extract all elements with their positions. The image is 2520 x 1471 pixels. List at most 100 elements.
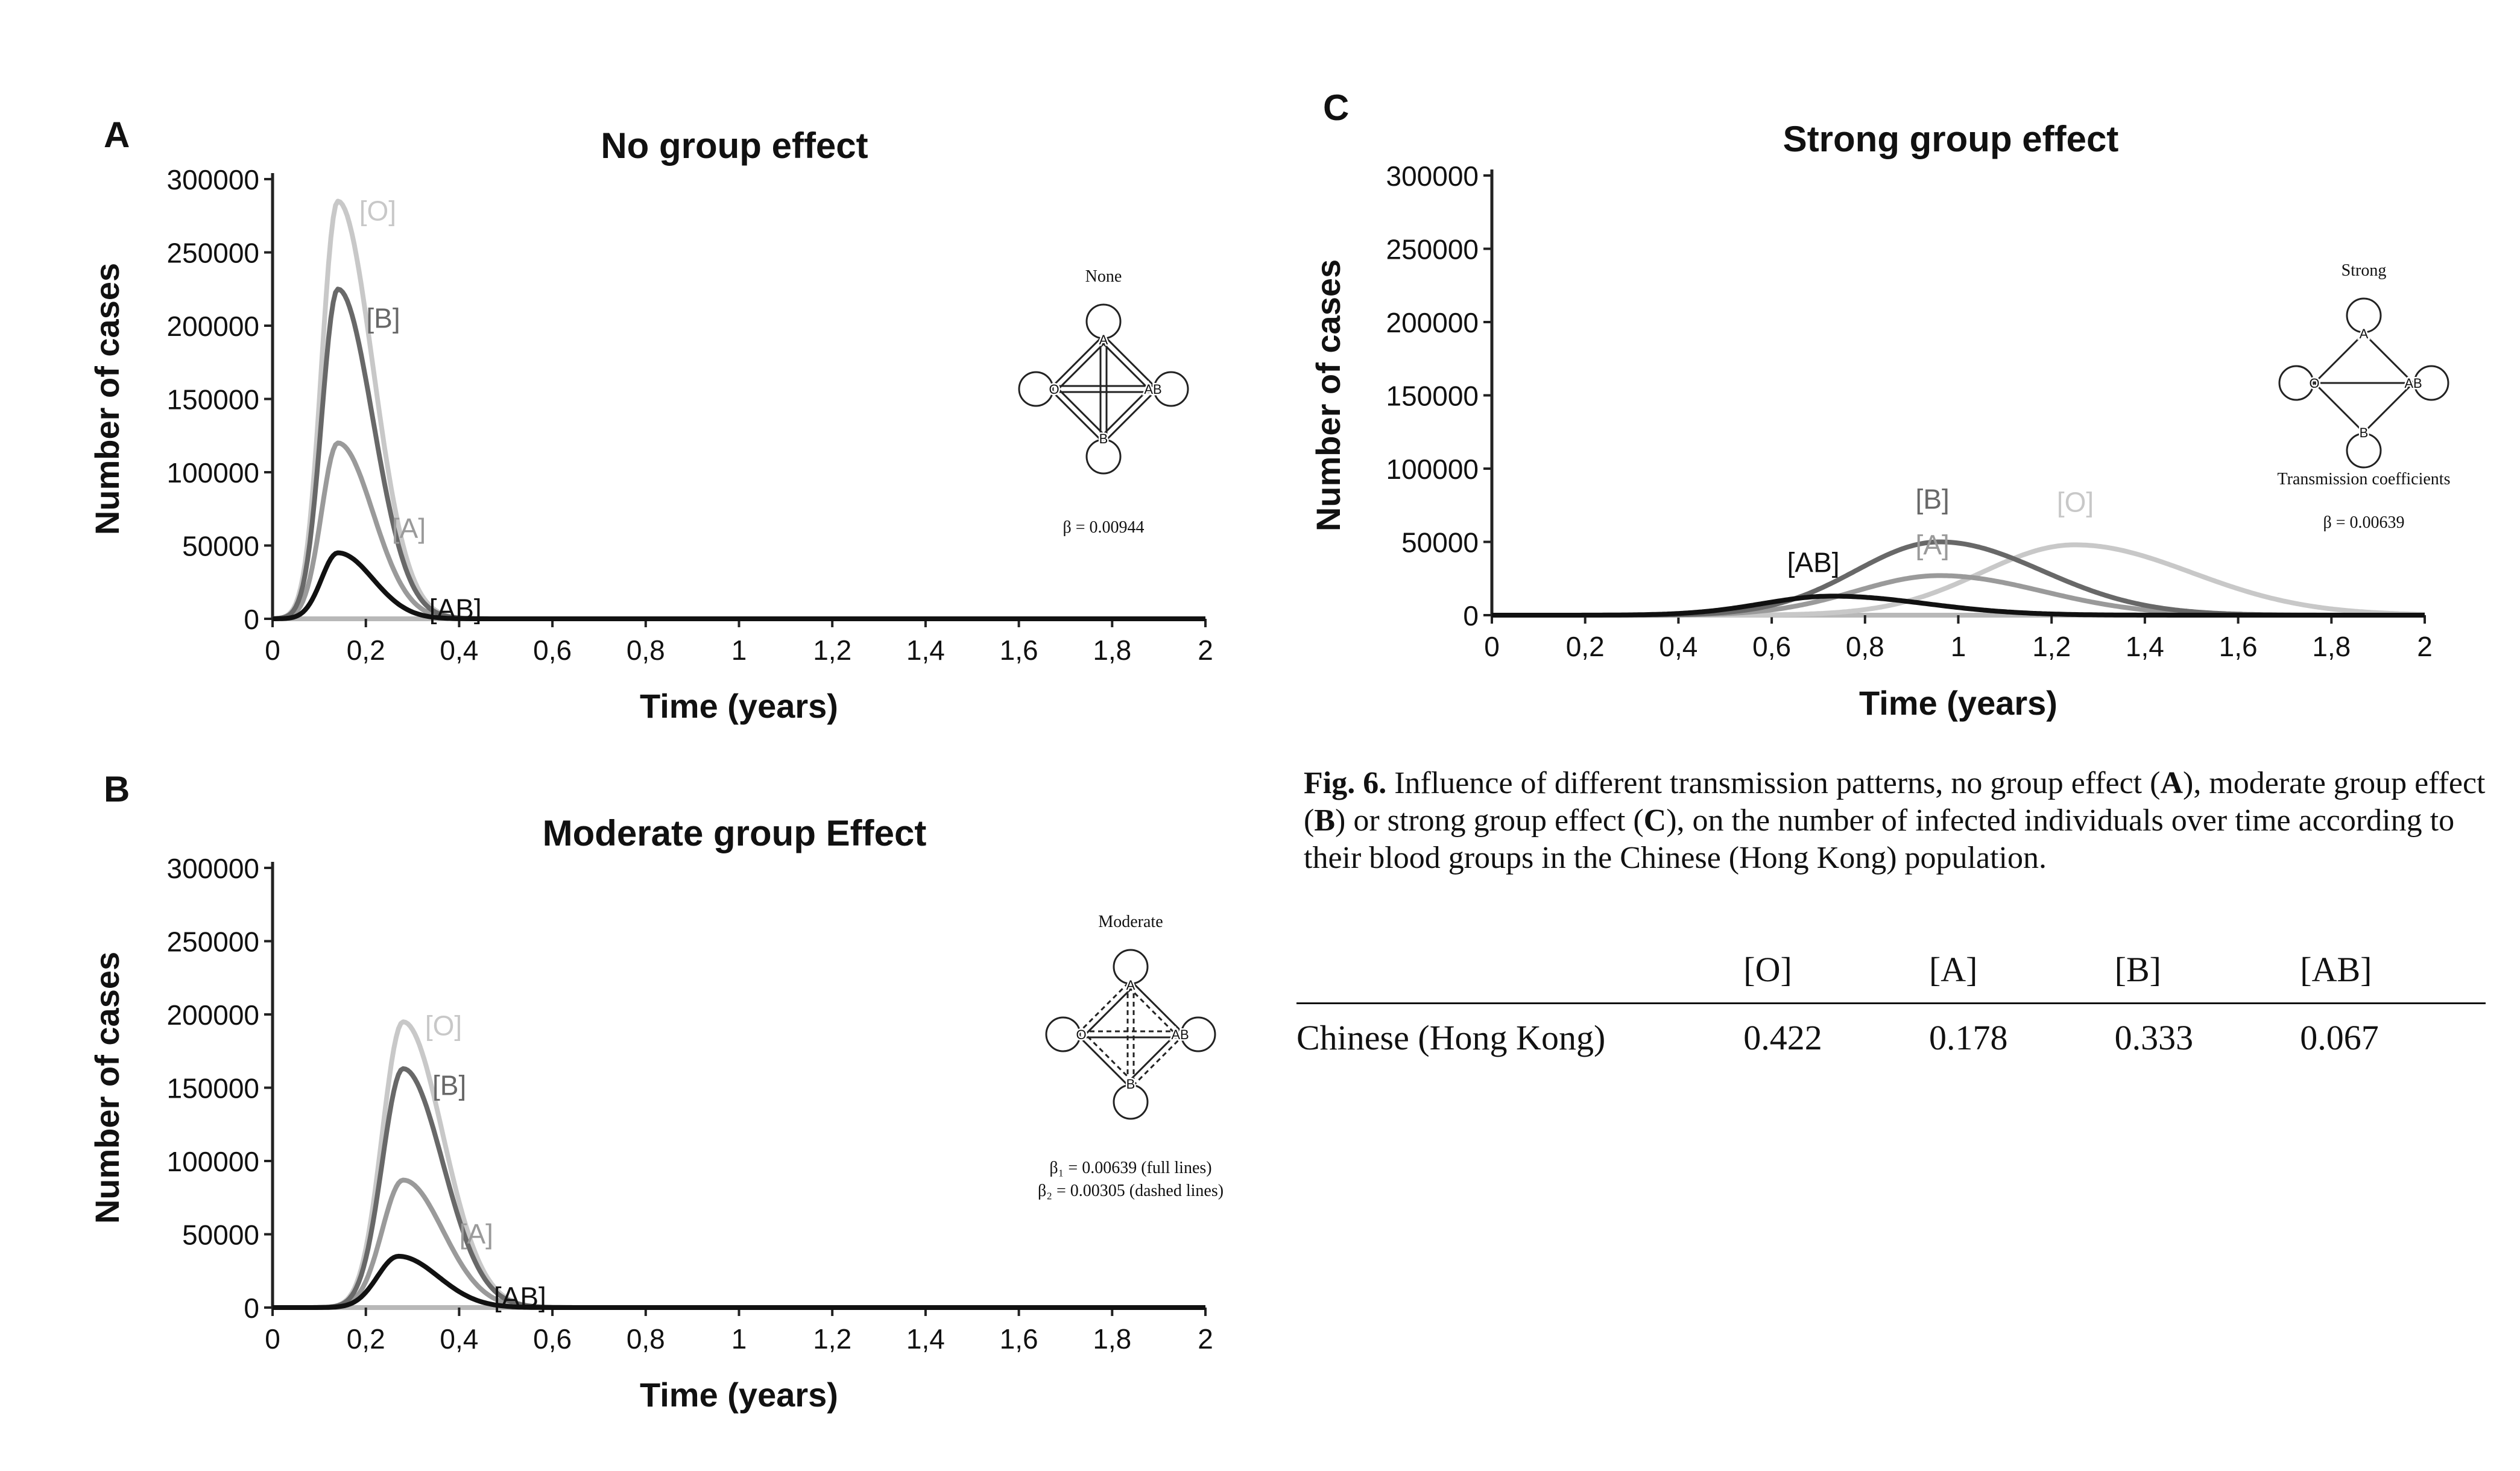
- blood-group-node: B: [1099, 431, 1108, 446]
- transmission-edge: [2313, 332, 2365, 384]
- x-tick-label: 0,8: [1846, 631, 1884, 662]
- x-tick-label: 0,8: [627, 1323, 665, 1355]
- blood-group-node: A: [2360, 326, 2369, 341]
- y-tick-label: 200000: [167, 311, 260, 342]
- y-tick-label: 150000: [1386, 381, 1479, 412]
- transmission-edge: [1082, 986, 1134, 1037]
- chart-title: Strong group effect: [1783, 119, 2119, 159]
- transmission-edge: [1132, 982, 1183, 1033]
- series-label: [AB]: [429, 593, 482, 625]
- panel-label: A: [104, 115, 130, 155]
- blood-group-node: AB: [1144, 382, 1161, 397]
- transmission-edge: [1128, 986, 1179, 1037]
- chart-panel-a: A No group effect 0 50000 100000 150000 200000…: [88, 115, 1213, 725]
- transmission-edge: [1051, 390, 1102, 441]
- y-tick-label: 150000: [167, 1073, 260, 1104]
- series-label: [O]: [425, 1010, 462, 1041]
- beta-value: β = 0.00944: [1063, 518, 1144, 537]
- transmission-edge: [1101, 386, 1152, 437]
- self-loop-circle: [1113, 1084, 1149, 1120]
- x-tick-label: 2: [1198, 1323, 1213, 1355]
- y-tick-label: 250000: [167, 926, 260, 958]
- transmission-edge: [1051, 337, 1102, 388]
- x-tick-label: 1,4: [906, 1323, 945, 1355]
- table-header-cell: [1296, 936, 1743, 1004]
- caption-text-4: ), on the number of infected individuals…: [1304, 803, 2455, 875]
- beta-value: β = 0.00639: [2323, 513, 2404, 532]
- caption-fig-label: Fig. 6.: [1304, 766, 1387, 800]
- series-line: [272, 550, 1206, 621]
- series-label: [A]: [459, 1218, 493, 1250]
- caption-text-2: ), moderate group effect (: [1304, 766, 2486, 838]
- y-tick-label: 50000: [182, 1220, 259, 1251]
- transmission-edge: [1078, 982, 1129, 1033]
- y-tick-label: 200000: [167, 999, 260, 1031]
- self-loop-circle: [2346, 432, 2382, 469]
- blood-group-node: AB: [1171, 1027, 1189, 1042]
- y-tick-label: 300000: [167, 853, 260, 884]
- x-axis-label: Time (years): [1859, 684, 2057, 722]
- self-loop-circle: [1045, 1016, 1081, 1052]
- x-tick-label: 1,4: [2126, 631, 2164, 662]
- x-tick-label: 1,2: [813, 634, 851, 666]
- blood-group-node: O: [2309, 376, 2319, 391]
- series-line: [272, 198, 1206, 621]
- transmission-edge: [2363, 332, 2414, 384]
- blood-group-node: B: [2360, 425, 2369, 440]
- y-tick-label: 100000: [1386, 454, 1479, 485]
- series-label: [A]: [1916, 529, 1950, 560]
- transmission-edge: [1105, 390, 1156, 441]
- y-axis-label: Number of cases: [88, 263, 126, 535]
- y-tick-label: 150000: [167, 384, 260, 416]
- y-tick-label: 100000: [167, 457, 260, 489]
- x-tick-label: 2: [2417, 631, 2433, 662]
- self-loop-circle: [2413, 365, 2449, 401]
- x-tick-label: 0,8: [627, 634, 665, 666]
- table-cell: 0.067: [2300, 1002, 2486, 1071]
- x-tick-label: 1: [731, 634, 747, 666]
- x-tick-label: 0,4: [440, 634, 478, 666]
- blood-group-node: A: [1099, 332, 1108, 347]
- series-label: [A]: [392, 513, 426, 544]
- x-tick-label: 1,8: [1093, 1323, 1131, 1355]
- y-tick-label: 250000: [1386, 234, 1479, 265]
- blood-group-node: B: [1126, 1077, 1135, 1092]
- series-line: [272, 1253, 1206, 1310]
- blood-group-node: A: [1126, 978, 1135, 993]
- caption-bold-b: B: [1314, 803, 1336, 838]
- panel-label: B: [104, 769, 130, 809]
- x-tick-label: 0,6: [533, 634, 572, 666]
- figure-caption: Fig. 6. Influence of different transmiss…: [1304, 765, 2486, 877]
- series-label: [AB]: [494, 1282, 546, 1313]
- x-tick-label: 1: [1951, 631, 1966, 662]
- self-loop-circle: [1085, 303, 1122, 340]
- x-tick-label: 0: [1484, 631, 1500, 662]
- x-tick-label: 0,2: [1566, 631, 1605, 662]
- x-tick-label: 1: [731, 1323, 747, 1355]
- transmission-edge: [1101, 341, 1152, 392]
- y-tick-label: 0: [1463, 600, 1479, 631]
- table-cell: 0.422: [1743, 1002, 1929, 1071]
- x-tick-label: 1,2: [2032, 631, 2071, 662]
- x-tick-label: 0: [265, 1323, 280, 1355]
- beta-value: β₂ = 0.00305 (dashed lines): [1038, 1182, 1224, 1200]
- transmission-edge: [2363, 382, 2414, 434]
- blood-group-table: [O] [A] [B] [AB] Chinese (Hong Kong) 0.4…: [1296, 936, 2486, 1071]
- table-cell: 0.333: [2114, 1002, 2301, 1071]
- series-line: [1491, 542, 2425, 618]
- x-tick-label: 2: [1198, 634, 1213, 666]
- table-cell: 0.178: [1928, 1002, 2115, 1071]
- y-tick-label: 0: [244, 604, 259, 635]
- x-tick-label: 0,4: [1659, 631, 1697, 662]
- table-header-cell: [A]: [1928, 949, 1978, 989]
- self-loop-circle: [1113, 949, 1149, 985]
- transmission-edge: [1128, 1031, 1179, 1083]
- y-tick-label: 50000: [1401, 527, 1479, 558]
- chart-title: No group effect: [601, 125, 868, 166]
- diagram-caption: Transmission coefficients: [2278, 470, 2451, 489]
- y-tick-label: 0: [244, 1292, 259, 1324]
- series-line: [1491, 593, 2425, 618]
- self-loop-circle: [1180, 1016, 1216, 1052]
- self-loop-circle: [1018, 371, 1054, 407]
